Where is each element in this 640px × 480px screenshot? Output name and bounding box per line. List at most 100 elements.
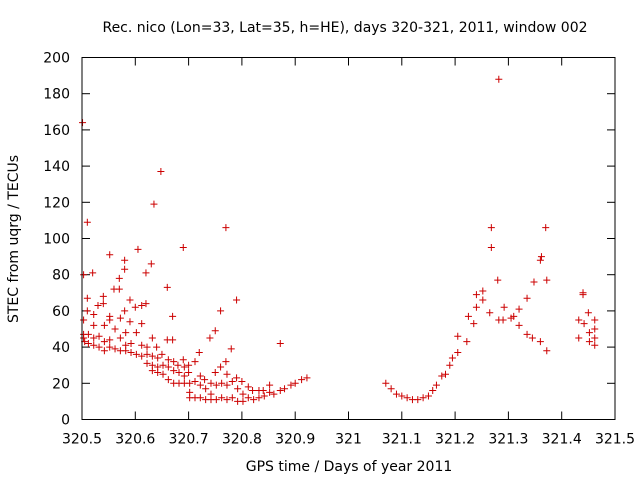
data-point [143, 350, 151, 358]
data-point [419, 394, 427, 402]
data-point [154, 368, 162, 376]
y-tick-label: 20 [52, 376, 70, 392]
data-point [530, 278, 538, 286]
data-point [89, 269, 97, 277]
data-point [83, 294, 91, 302]
data-point [115, 285, 123, 293]
y-axis: 0 20 40 60 80 100 120 140 160 180 200 [43, 51, 615, 429]
data-point [142, 300, 150, 308]
data-point [196, 372, 204, 380]
data-point [259, 387, 267, 395]
data-point [111, 325, 119, 333]
data-point [121, 256, 129, 264]
data-point [222, 358, 230, 366]
data-point [84, 339, 92, 347]
data-point [218, 394, 226, 402]
data-point [287, 381, 295, 389]
data-point [159, 361, 167, 369]
y-tick-label: 60 [52, 304, 70, 320]
data-point [403, 394, 411, 402]
data-point [448, 354, 456, 362]
data-point [95, 332, 103, 340]
data-point [191, 358, 199, 366]
data-point [585, 338, 593, 346]
data-point [116, 314, 124, 322]
data-point [185, 361, 193, 369]
data-point [180, 372, 188, 380]
data-point [495, 75, 503, 83]
data-point [84, 330, 92, 338]
data-point [223, 381, 231, 389]
data-point [202, 385, 210, 393]
data-point [591, 325, 599, 333]
data-point [150, 200, 158, 208]
data-point [212, 396, 220, 404]
x-tick-label: 320.6 [115, 432, 155, 448]
data-point [479, 296, 487, 304]
data-point [276, 387, 284, 395]
data-point [580, 320, 588, 328]
data-point [537, 253, 545, 261]
data-point [127, 349, 135, 357]
data-point [227, 345, 235, 353]
data-point [132, 329, 140, 337]
data-point [159, 370, 167, 378]
data-point [134, 245, 142, 253]
data-point [432, 381, 440, 389]
data-point [470, 320, 478, 328]
data-point [217, 307, 225, 315]
data-point [121, 307, 129, 315]
data-point [487, 244, 495, 252]
data-point [515, 305, 523, 313]
data-point [536, 338, 544, 346]
data-point [510, 312, 518, 320]
y-tick-label: 0 [61, 413, 70, 429]
data-point [127, 339, 135, 347]
x-tick-label: 320.8 [222, 432, 262, 448]
data-point [523, 294, 531, 302]
data-point [429, 387, 437, 395]
data-point [79, 119, 87, 127]
data-point [147, 260, 155, 268]
data-point [80, 316, 88, 324]
data-point [291, 379, 299, 387]
data-point [487, 224, 495, 232]
y-tick-label: 180 [43, 87, 70, 103]
data-point [122, 329, 130, 337]
data-point [575, 334, 583, 342]
data-point [499, 316, 507, 324]
data-point [179, 356, 187, 364]
data-point [472, 291, 480, 299]
data-point [233, 296, 241, 304]
data-point [500, 303, 508, 311]
data-point [143, 359, 151, 367]
data-point [179, 244, 187, 252]
data-point [233, 374, 241, 382]
x-tick-label: 321.2 [435, 432, 475, 448]
data-point [106, 251, 114, 259]
data-point [143, 343, 151, 351]
data-point [206, 334, 214, 342]
data-point [131, 303, 139, 311]
data-point [424, 392, 432, 400]
data-point [126, 296, 134, 304]
data-point [276, 339, 284, 347]
data-point [138, 301, 146, 309]
y-tick-label: 100 [43, 232, 70, 248]
data-point [464, 312, 472, 320]
data-point [244, 394, 252, 402]
data-point [201, 376, 209, 384]
data-point [180, 363, 188, 371]
data-point [454, 349, 462, 357]
data-point [543, 347, 551, 355]
data-point [138, 341, 146, 349]
data-point [99, 292, 107, 300]
data-point [142, 269, 150, 277]
x-axis: 320.5 320.6 320.7 320.8 320.9 321 321.1 321.2 32… [62, 57, 635, 448]
data-point [298, 376, 306, 384]
x-tick-label: 321 [335, 432, 362, 448]
data-point [260, 392, 268, 400]
y-tick-label: 120 [43, 195, 70, 211]
data-point [528, 334, 536, 342]
